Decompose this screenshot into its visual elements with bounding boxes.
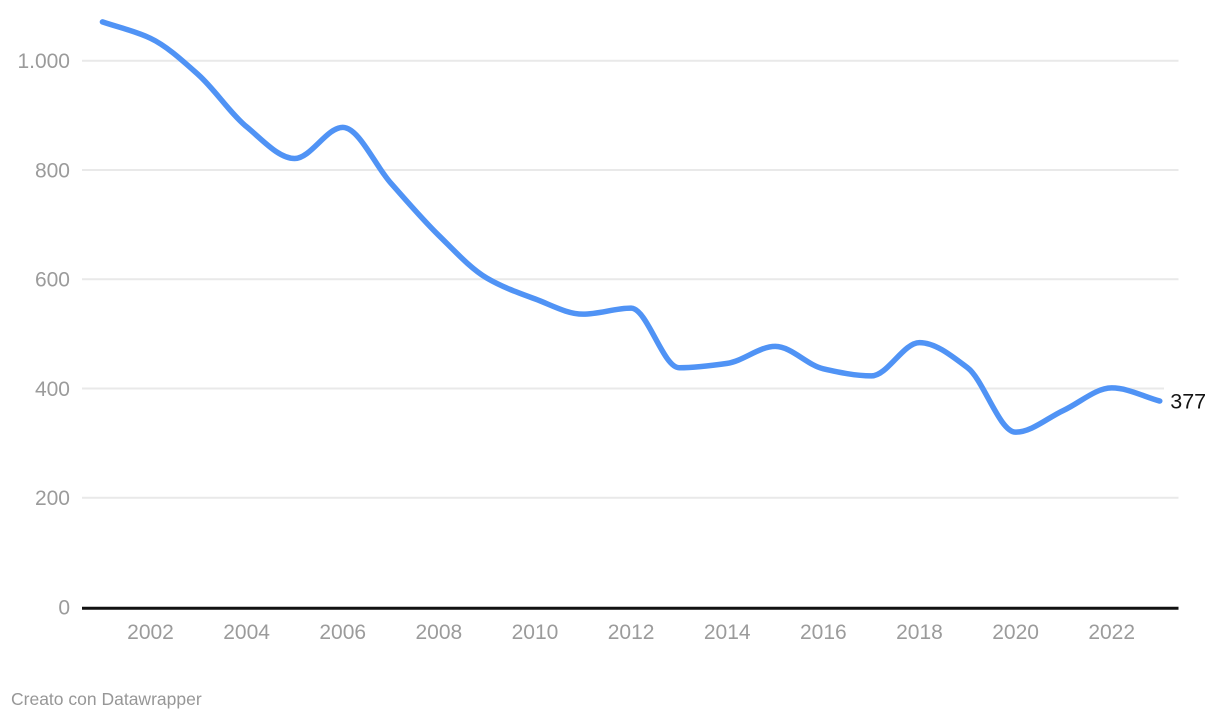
- y-tick-label: 1.000: [17, 50, 70, 73]
- data-line: [99, 19, 1163, 435]
- x-tick-label: 2012: [608, 621, 655, 644]
- x-tick-label: 2008: [416, 621, 463, 644]
- y-axis-labels: 0 200 400 600 800 1.000: [17, 50, 70, 619]
- gridlines: [82, 59, 1179, 499]
- end-value-label: 377: [1170, 389, 1206, 413]
- x-tick-label: 2004: [223, 621, 270, 644]
- x-tick-label: 2014: [704, 621, 751, 644]
- x-tick-label: 2020: [992, 621, 1039, 644]
- datawrapper-attribution-link[interactable]: Creato con Datawrapper: [11, 689, 202, 709]
- y-tick-label: 200: [35, 487, 70, 510]
- x-tick-label: 2018: [896, 621, 943, 644]
- y-tick-label: 0: [58, 597, 70, 620]
- x-tick-label: 2022: [1088, 621, 1135, 644]
- x-axis-labels: 2002 2004 2006 2008 2010 2012 2014 2016 2018 2020…: [127, 621, 1135, 644]
- x-tick-label: 2006: [319, 621, 366, 644]
- x-tick-label: 2002: [127, 621, 174, 644]
- y-tick-label: 600: [35, 269, 70, 292]
- x-tick-label: 2010: [512, 621, 559, 644]
- x-tick-label: 2016: [800, 621, 847, 644]
- y-tick-label: 400: [35, 378, 70, 401]
- y-tick-label: 800: [35, 159, 70, 182]
